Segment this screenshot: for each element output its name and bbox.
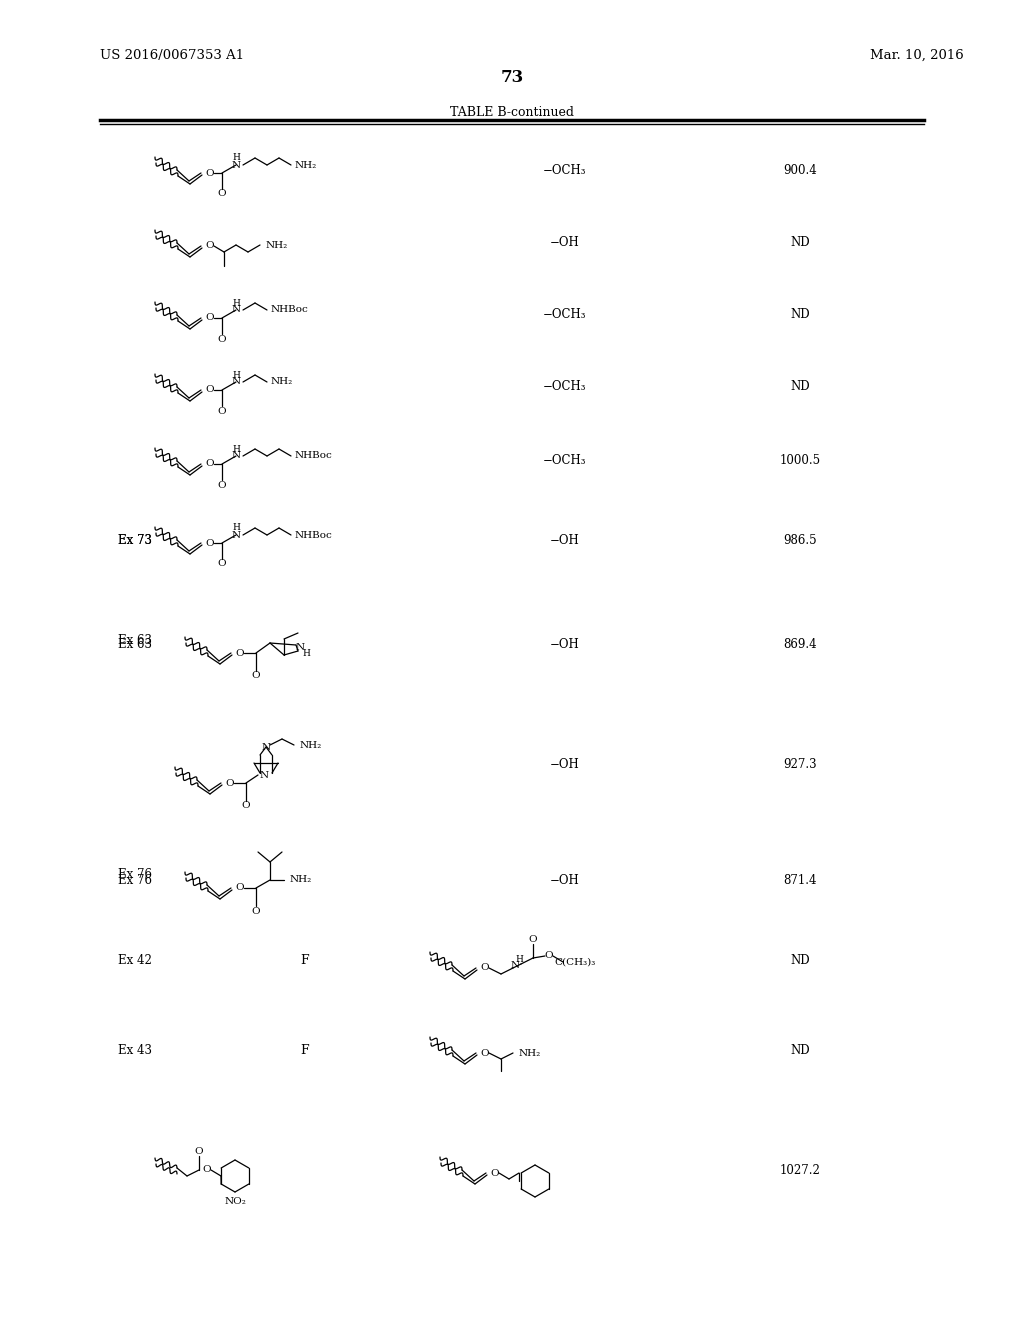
Text: Ex 42: Ex 42	[118, 953, 152, 966]
Text: NHBoc: NHBoc	[271, 305, 309, 314]
Text: NH₂: NH₂	[300, 741, 323, 750]
Text: NHBoc: NHBoc	[295, 451, 333, 461]
Text: NH₂: NH₂	[271, 378, 293, 387]
Text: N: N	[296, 643, 304, 652]
Text: −OH: −OH	[550, 533, 580, 546]
Text: −OCH₃: −OCH₃	[544, 380, 587, 393]
Text: 73: 73	[501, 70, 523, 87]
Text: Ex 76: Ex 76	[118, 874, 152, 887]
Text: O: O	[206, 242, 214, 251]
Text: 1027.2: 1027.2	[779, 1163, 820, 1176]
Text: −OCH₃: −OCH₃	[544, 164, 587, 177]
Text: O: O	[252, 672, 260, 681]
Text: ND: ND	[791, 1044, 810, 1056]
Text: 900.4: 900.4	[783, 164, 817, 177]
Text: O: O	[252, 907, 260, 916]
Text: N: N	[231, 531, 241, 540]
Text: O: O	[206, 459, 214, 469]
Text: 927.3: 927.3	[783, 759, 817, 771]
Text: H: H	[515, 956, 523, 965]
Text: H: H	[232, 445, 240, 454]
Text: F: F	[301, 953, 309, 966]
Text: −OH: −OH	[550, 236, 580, 249]
Text: O: O	[490, 1168, 500, 1177]
Text: ND: ND	[791, 953, 810, 966]
Text: O: O	[545, 952, 553, 961]
Text: Ex 63: Ex 63	[118, 639, 152, 652]
Text: O: O	[528, 935, 538, 944]
Text: NO₂: NO₂	[224, 1197, 246, 1206]
Text: H: H	[232, 298, 240, 308]
Text: N: N	[231, 161, 241, 169]
Text: O: O	[206, 539, 214, 548]
Text: O: O	[218, 407, 226, 416]
Text: N: N	[510, 961, 519, 970]
Text: Ex 73: Ex 73	[118, 533, 152, 546]
Text: 1000.5: 1000.5	[779, 454, 820, 467]
Text: N: N	[231, 378, 241, 387]
Text: O: O	[218, 334, 226, 343]
Text: ND: ND	[791, 309, 810, 322]
Text: O: O	[206, 385, 214, 395]
Text: F: F	[301, 1044, 309, 1056]
Text: ND: ND	[791, 380, 810, 393]
Text: O: O	[206, 314, 214, 322]
Text: TABLE B-continued: TABLE B-continued	[450, 106, 574, 119]
Text: H: H	[232, 524, 240, 532]
Text: 871.4: 871.4	[783, 874, 817, 887]
Text: NH₂: NH₂	[295, 161, 317, 169]
Text: O: O	[236, 883, 245, 892]
Text: NH₂: NH₂	[519, 1048, 542, 1057]
Text: H: H	[302, 648, 310, 657]
Text: O: O	[480, 964, 489, 973]
Text: O: O	[203, 1166, 211, 1175]
Text: O: O	[480, 1048, 489, 1057]
Text: 869.4: 869.4	[783, 639, 817, 652]
Text: O: O	[195, 1147, 204, 1155]
Text: O: O	[242, 801, 250, 810]
Text: −OH: −OH	[550, 874, 580, 887]
Text: O: O	[218, 480, 226, 490]
Text: O: O	[218, 190, 226, 198]
Text: −OCH₃: −OCH₃	[544, 309, 587, 322]
Text: Ex 63: Ex 63	[118, 634, 152, 647]
Text: C(CH₃)₃: C(CH₃)₃	[554, 957, 596, 966]
Text: ND: ND	[791, 236, 810, 249]
Text: Ex 73: Ex 73	[118, 533, 152, 546]
Text: N: N	[231, 451, 241, 461]
Text: O: O	[225, 779, 234, 788]
Text: −OCH₃: −OCH₃	[544, 454, 587, 467]
Text: N: N	[259, 771, 268, 780]
Text: O: O	[236, 648, 245, 657]
Text: −OH: −OH	[550, 759, 580, 771]
Text: H: H	[232, 371, 240, 380]
Text: O: O	[218, 560, 226, 569]
Text: US 2016/0067353 A1: US 2016/0067353 A1	[100, 49, 244, 62]
Text: Ex 43: Ex 43	[118, 1044, 152, 1056]
Text: H: H	[232, 153, 240, 162]
Text: −OH: −OH	[550, 639, 580, 652]
Text: O: O	[206, 169, 214, 177]
Text: NH₂: NH₂	[290, 875, 312, 884]
Text: N: N	[231, 305, 241, 314]
Text: Ex 76: Ex 76	[118, 869, 152, 882]
Text: N: N	[261, 742, 270, 751]
Text: Mar. 10, 2016: Mar. 10, 2016	[870, 49, 964, 62]
Text: NHBoc: NHBoc	[295, 531, 333, 540]
Text: NH₂: NH₂	[266, 240, 288, 249]
Text: 986.5: 986.5	[783, 533, 817, 546]
